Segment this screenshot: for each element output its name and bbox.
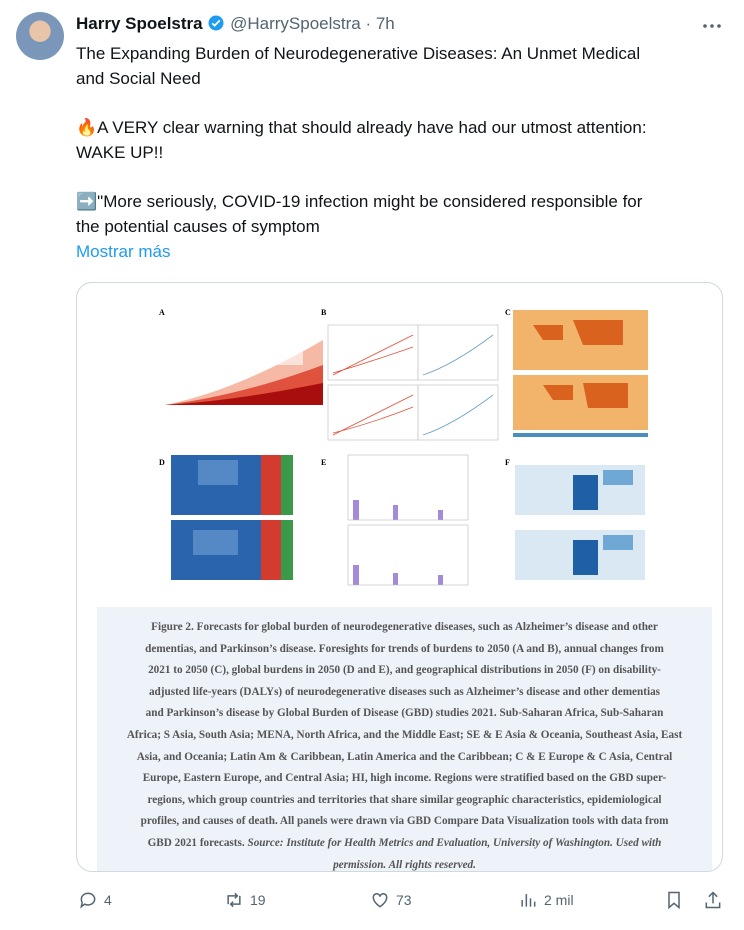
show-more-link[interactable]: Mostrar más [76,241,171,261]
caption-text: 2021 to 2050 (C), global burdens in 2050… [148,664,661,677]
tweet-header: Harry Spoelstra @HarrySpoelstra · 7h [76,14,395,34]
bookmark-button[interactable] [664,890,684,910]
caption-text: profiles, and causes of death. All panel… [140,815,669,828]
caption-text: and Parkinson’s disease by Global Burden… [145,707,664,720]
media-card[interactable]: A B C D E F Figure 2. Forecasts for global bu… [76,282,723,872]
figure-panels: A B C D E F [153,295,657,599]
author-handle[interactable]: @HarrySpoelstra [230,14,361,33]
tweet-line: the potential causes of symptom [76,216,320,236]
caption-line: Africa; S Asia, South Asia; MENA, North … [97,725,712,747]
reply-button[interactable]: 4 [78,890,112,910]
caption-source: permission. All rights reserved. [333,858,476,871]
caption-text: adjusted life-years (DALYs) of neurodege… [148,685,661,698]
tweet-line: ➡️"More seriously, COVID-19 infection mi… [76,192,643,212]
tweet-line: and Social Need [76,68,201,88]
author-name[interactable]: Harry Spoelstra [76,14,203,33]
avatar[interactable] [16,12,64,60]
tweet-line: The Expanding Burden of Neurodegenerativ… [76,44,641,63]
caption-line: Figure 2. Forecasts for global burden of… [97,617,712,639]
caption-text: Europe, Eastern Europe, and Central Asia… [142,772,667,785]
tweet-line: 🔥A VERY clear warning that should alread… [76,118,647,138]
view-count: 2 mil [544,892,574,908]
share-button[interactable] [703,890,723,910]
caption-line: profiles, and causes of death. All panel… [97,811,712,833]
caption-line: and Parkinson’s disease by Global Burden… [97,703,712,725]
repost-count: 19 [250,892,266,908]
panel-label: D [159,458,165,467]
caption-text: dementias, and Parkinson’s disease. Fore… [145,642,664,655]
like-count: 73 [396,892,412,908]
caption-source: Source: Institute for Health Metrics and… [247,836,662,849]
repost-button[interactable]: 19 [224,890,266,910]
caption-text: regions, which group countries and terri… [147,793,662,806]
caption-line: permission. All rights reserved. [97,855,712,871]
panel-label: E [321,458,326,467]
caption-text: GBD 2021 forecasts. [147,836,245,849]
caption-line: dementias, and Parkinson’s disease. Fore… [97,639,712,661]
tweet-paragraph: ➡️"More seriously, COVID-19 infection mi… [76,190,647,239]
more-menu[interactable] [700,16,724,36]
panel-label: F [505,458,510,467]
caption-line: GBD 2021 forecasts. Source: Institute fo… [97,833,712,855]
panel-label: C [505,308,511,317]
tweet-text: The Expanding Burden of Neurodegenerativ… [76,42,647,264]
caption-line: regions, which group countries and terri… [97,790,712,812]
tweet-paragraph: The Expanding Burden of Neurodegenerativ… [76,42,647,91]
caption-line: Asia, and Oceania; Latin Am & Caribbean,… [97,747,712,769]
caption-text: Asia, and Oceania; Latin Am & Caribbean,… [136,750,673,763]
timestamp[interactable]: · 7h [365,14,395,33]
like-button[interactable]: 73 [370,890,412,910]
caption-line: Europe, Eastern Europe, and Central Asia… [97,768,712,790]
views-button[interactable]: 2 mil [518,890,574,910]
caption-text: Figure 2. Forecasts for global burden of… [151,621,658,633]
caption-line: 2021 to 2050 (C), global burdens in 2050… [97,660,712,682]
panel-label: B [321,308,327,317]
caption-line: adjusted life-years (DALYs) of neurodege… [97,682,712,704]
tweet-paragraph: 🔥A VERY clear warning that should alread… [76,116,647,165]
verified-badge [208,15,224,31]
reply-count: 4 [104,892,112,908]
caption-text: Africa; S Asia, South Asia; MENA, North … [126,728,683,741]
figure-caption: Figure 2. Forecasts for global burden of… [97,607,712,871]
panel-label: A [159,308,165,317]
tweet-line: WAKE UP!! [76,142,164,162]
